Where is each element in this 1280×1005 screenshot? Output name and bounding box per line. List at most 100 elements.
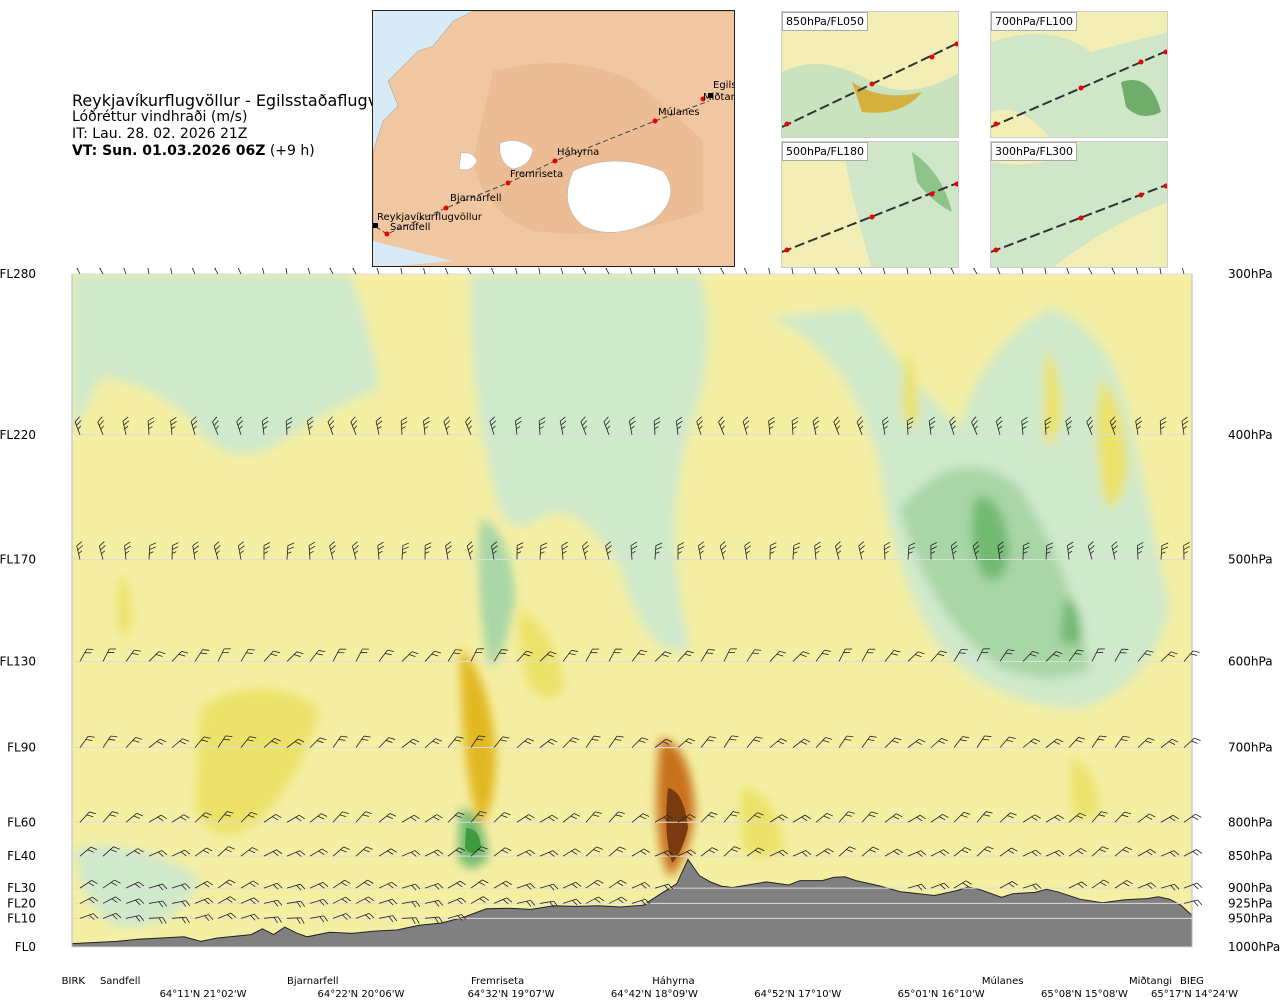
wind-barb: [585, 735, 601, 748]
waypoint-marker: [505, 180, 511, 186]
wind-barb: [170, 416, 177, 435]
wind-barb: [930, 882, 950, 890]
waypoint-marker: [552, 158, 558, 164]
wind-barb: [884, 813, 903, 823]
wind-barb: [355, 735, 371, 748]
pressure-tick: 800hPa: [1228, 815, 1273, 829]
wind-barb: [627, 268, 634, 275]
wind-barb: [1137, 848, 1156, 857]
wind-barb: [1091, 648, 1106, 662]
wind-barb: [236, 416, 243, 435]
wind-barb: [1091, 846, 1109, 857]
wind-barb: [838, 735, 854, 748]
wind-barb: [309, 915, 329, 923]
wind-barb: [631, 882, 651, 889]
coordinate-label: 64°52'N 17°10'W: [754, 989, 841, 1000]
pressure-tick: 950hPa: [1228, 911, 1273, 925]
wind-barb: [515, 416, 522, 435]
flight-level-tick: FL0: [15, 940, 36, 954]
route-point-label: Bjarnarfell: [287, 976, 339, 987]
wind-barb: [1022, 542, 1030, 560]
wind-barb: [861, 735, 877, 748]
pressure-tick: 300hPa: [1228, 268, 1273, 281]
wind-barb: [654, 883, 674, 891]
wind-barb: [447, 914, 467, 921]
wind-barb: [148, 900, 168, 908]
wind-barb: [286, 883, 306, 891]
flight-level-tick: FL280: [0, 268, 36, 281]
wind-barb: [628, 416, 636, 435]
wind-barb: [73, 268, 81, 275]
wind-barb: [237, 541, 245, 560]
wind-barb: [1063, 268, 1071, 275]
cross-section-chart: FL280 FL220 FL170 FL130 FL90 FL60 FL40 FL30FL20…: [0, 268, 1280, 1000]
wind-barb: [1068, 649, 1084, 662]
wind-barb: [907, 883, 927, 891]
route-point-label: Múlanes: [982, 975, 1024, 987]
wind-barb: [949, 416, 956, 435]
wind-barb: [326, 268, 334, 275]
wind-barb: [539, 542, 548, 560]
wind-barb: [723, 735, 739, 748]
wind-barb: [125, 737, 143, 748]
wind-barb: [855, 268, 863, 275]
level-map-700-svg: [991, 12, 1167, 137]
wind-barb: [791, 417, 799, 435]
wind-barb: [815, 649, 831, 662]
pressure-tick: 925hPa: [1228, 896, 1273, 910]
wind-barb: [401, 850, 421, 857]
wind-barb: [631, 737, 649, 748]
wind-barb: [401, 900, 421, 908]
wind-barb: [102, 912, 122, 920]
wind-barb: [493, 847, 512, 857]
wind-barb: [98, 541, 106, 560]
wind-barb: [1091, 879, 1110, 889]
wind-barb: [884, 737, 902, 748]
wind-barb: [537, 268, 543, 275]
variable-label: Lóðréttur vindhraði (m/s): [72, 109, 248, 125]
wind-barb: [1181, 416, 1189, 435]
wind-barb: [213, 541, 221, 560]
wind-barb: [654, 651, 672, 662]
wind-barb: [1160, 850, 1180, 857]
wind-barb: [332, 913, 352, 920]
wind-barb: [953, 736, 970, 748]
wind-barb: [677, 650, 694, 662]
wind-barb: [585, 811, 602, 823]
wind-barb: [309, 813, 328, 823]
wind-barb: [716, 268, 725, 275]
wind-barb: [883, 541, 891, 560]
wind-barb: [953, 847, 972, 857]
flight-level-tick: FL30: [7, 881, 36, 895]
wind-barb: [120, 268, 128, 275]
wind-barb: [1183, 737, 1201, 748]
coordinate-label: 64°42'N 18°09'W: [611, 989, 698, 1000]
wind-barb: [700, 812, 718, 823]
wind-barb: [927, 268, 934, 275]
wind-barb: [1183, 899, 1203, 907]
wind-barb: [562, 881, 582, 889]
wind-barb: [263, 916, 282, 924]
wind-barb: [746, 736, 763, 748]
wind-barb: [677, 542, 685, 560]
wind-barb: [1160, 738, 1179, 748]
wind-barb: [309, 848, 328, 857]
wind-barb: [332, 846, 350, 857]
wind-barb: [746, 812, 764, 823]
wind-barb: [994, 268, 1001, 275]
wind-barb: [470, 896, 490, 904]
wind-barb: [608, 811, 625, 823]
rise-core-fremriseta: [460, 648, 496, 828]
wind-barb: [212, 416, 219, 435]
pressure-tick: 700hPa: [1228, 741, 1273, 755]
wind-barb: [976, 735, 992, 748]
wind-barb: [631, 898, 651, 906]
wind-barb: [1135, 416, 1142, 435]
pressure-axis: 300hPa 400hPa 500hPa 600hPa 700hPa 800hPa 850h…: [1228, 268, 1280, 954]
wind-barb: [746, 649, 762, 662]
wind-barb: [718, 416, 725, 435]
wind-barb: [401, 814, 420, 823]
flight-level-tick: FL130: [0, 654, 36, 668]
wind-barb: [539, 883, 559, 891]
wind-barb: [95, 268, 104, 275]
